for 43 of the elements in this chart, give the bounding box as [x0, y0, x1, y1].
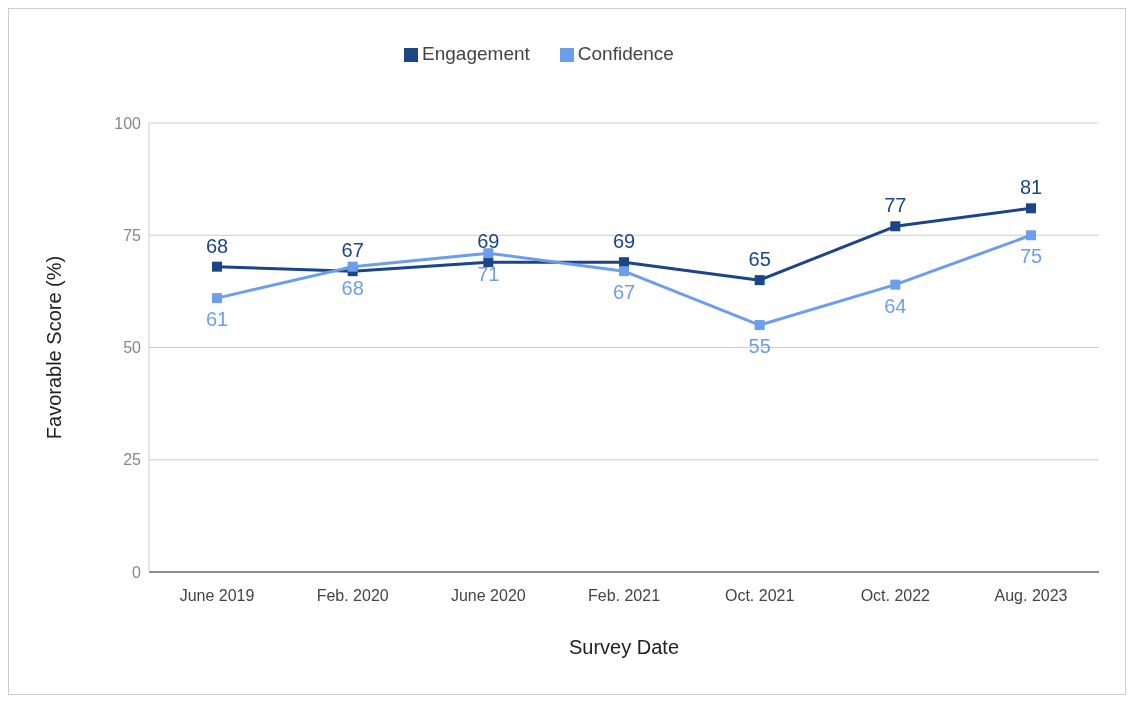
data-label: 55 [748, 335, 771, 358]
data-label: 68 [205, 234, 229, 257]
point [347, 261, 358, 272]
legend-label: Engagement [422, 43, 530, 64]
point [890, 279, 901, 290]
point [1026, 230, 1036, 241]
data-label: 64 [884, 294, 907, 317]
y-axis-title: Favorable Score (%) [43, 255, 66, 440]
x-tick-label: June 2019 [179, 587, 255, 605]
point [1026, 203, 1036, 214]
point [212, 293, 222, 304]
point [619, 257, 629, 268]
data-label: 69 [612, 230, 636, 253]
data-label: 67 [341, 239, 364, 262]
y-tick-label: 75 [123, 226, 142, 244]
data-label: 65 [748, 248, 771, 271]
y-tick-label: 0 [132, 563, 142, 581]
point [619, 266, 629, 277]
data-label: 67 [612, 281, 636, 304]
x-tick-label: Feb. 2020 [316, 587, 389, 605]
data-label: 77 [884, 194, 907, 217]
x-tick-label: Oct. 2022 [860, 587, 931, 605]
data-label: 68 [341, 276, 364, 299]
data-label: 71 [477, 263, 500, 286]
point [212, 261, 222, 272]
x-tick-label: June 2020 [450, 587, 526, 605]
point [754, 275, 765, 286]
y-tick-label: 50 [123, 339, 142, 357]
point [483, 248, 494, 259]
data-label: 75 [1019, 245, 1043, 268]
point [890, 221, 901, 232]
x-tick-label: Feb. 2021 [587, 587, 661, 605]
x-axis-title: Survey Date [568, 636, 680, 659]
x-tick-label: Aug. 2023 [994, 587, 1068, 605]
data-label: 81 [1019, 176, 1043, 199]
legend-label: Confidence [577, 43, 674, 64]
point [483, 257, 494, 268]
y-tick-label: 100 [114, 114, 142, 132]
point [754, 320, 765, 331]
x-tick-label: Oct. 2021 [724, 587, 795, 605]
data-label: 69 [477, 230, 500, 253]
data-label: 61 [205, 308, 229, 331]
y-tick-label: 25 [123, 451, 142, 469]
